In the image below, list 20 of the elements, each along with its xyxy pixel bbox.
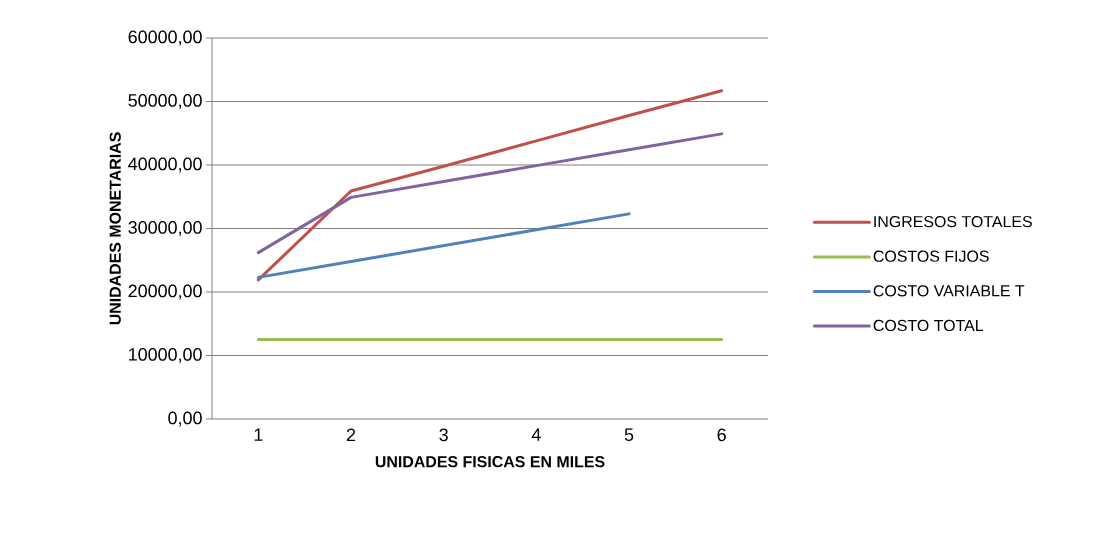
y-tick-label: 40000,00 (128, 157, 202, 173)
y-tick-label: 60000,00 (128, 30, 202, 46)
y-axis-title: UNIDADES MONETARIAS (109, 132, 121, 325)
x-tick-label: 5 (624, 428, 634, 442)
line-series (256, 89, 724, 282)
y-tick-label: 0,00 (168, 411, 202, 427)
legend-label: COSTO VARIABLE T (873, 285, 1025, 297)
legend-label: COSTOS FIJOS (873, 250, 989, 262)
x-tick-label: 6 (717, 428, 726, 442)
legend-label: INGRESOS TOTALES (874, 215, 1032, 228)
y-tick-label: 50000,00 (128, 94, 202, 109)
x-tick-label: 3 (439, 428, 448, 442)
y-tick-label: 10000,00 (129, 348, 202, 363)
y-tick-label: 30000,00 (128, 221, 202, 236)
x-tick-label: 4 (531, 428, 541, 441)
x-axis-title: UNIDADES FISICAS EN MILES (375, 456, 605, 468)
y-tick-label: 20000,00 (128, 284, 202, 300)
x-tick-label: 1 (254, 428, 263, 441)
x-tick-label: 2 (346, 428, 356, 442)
legend-label: COSTO TOTAL (873, 319, 984, 332)
